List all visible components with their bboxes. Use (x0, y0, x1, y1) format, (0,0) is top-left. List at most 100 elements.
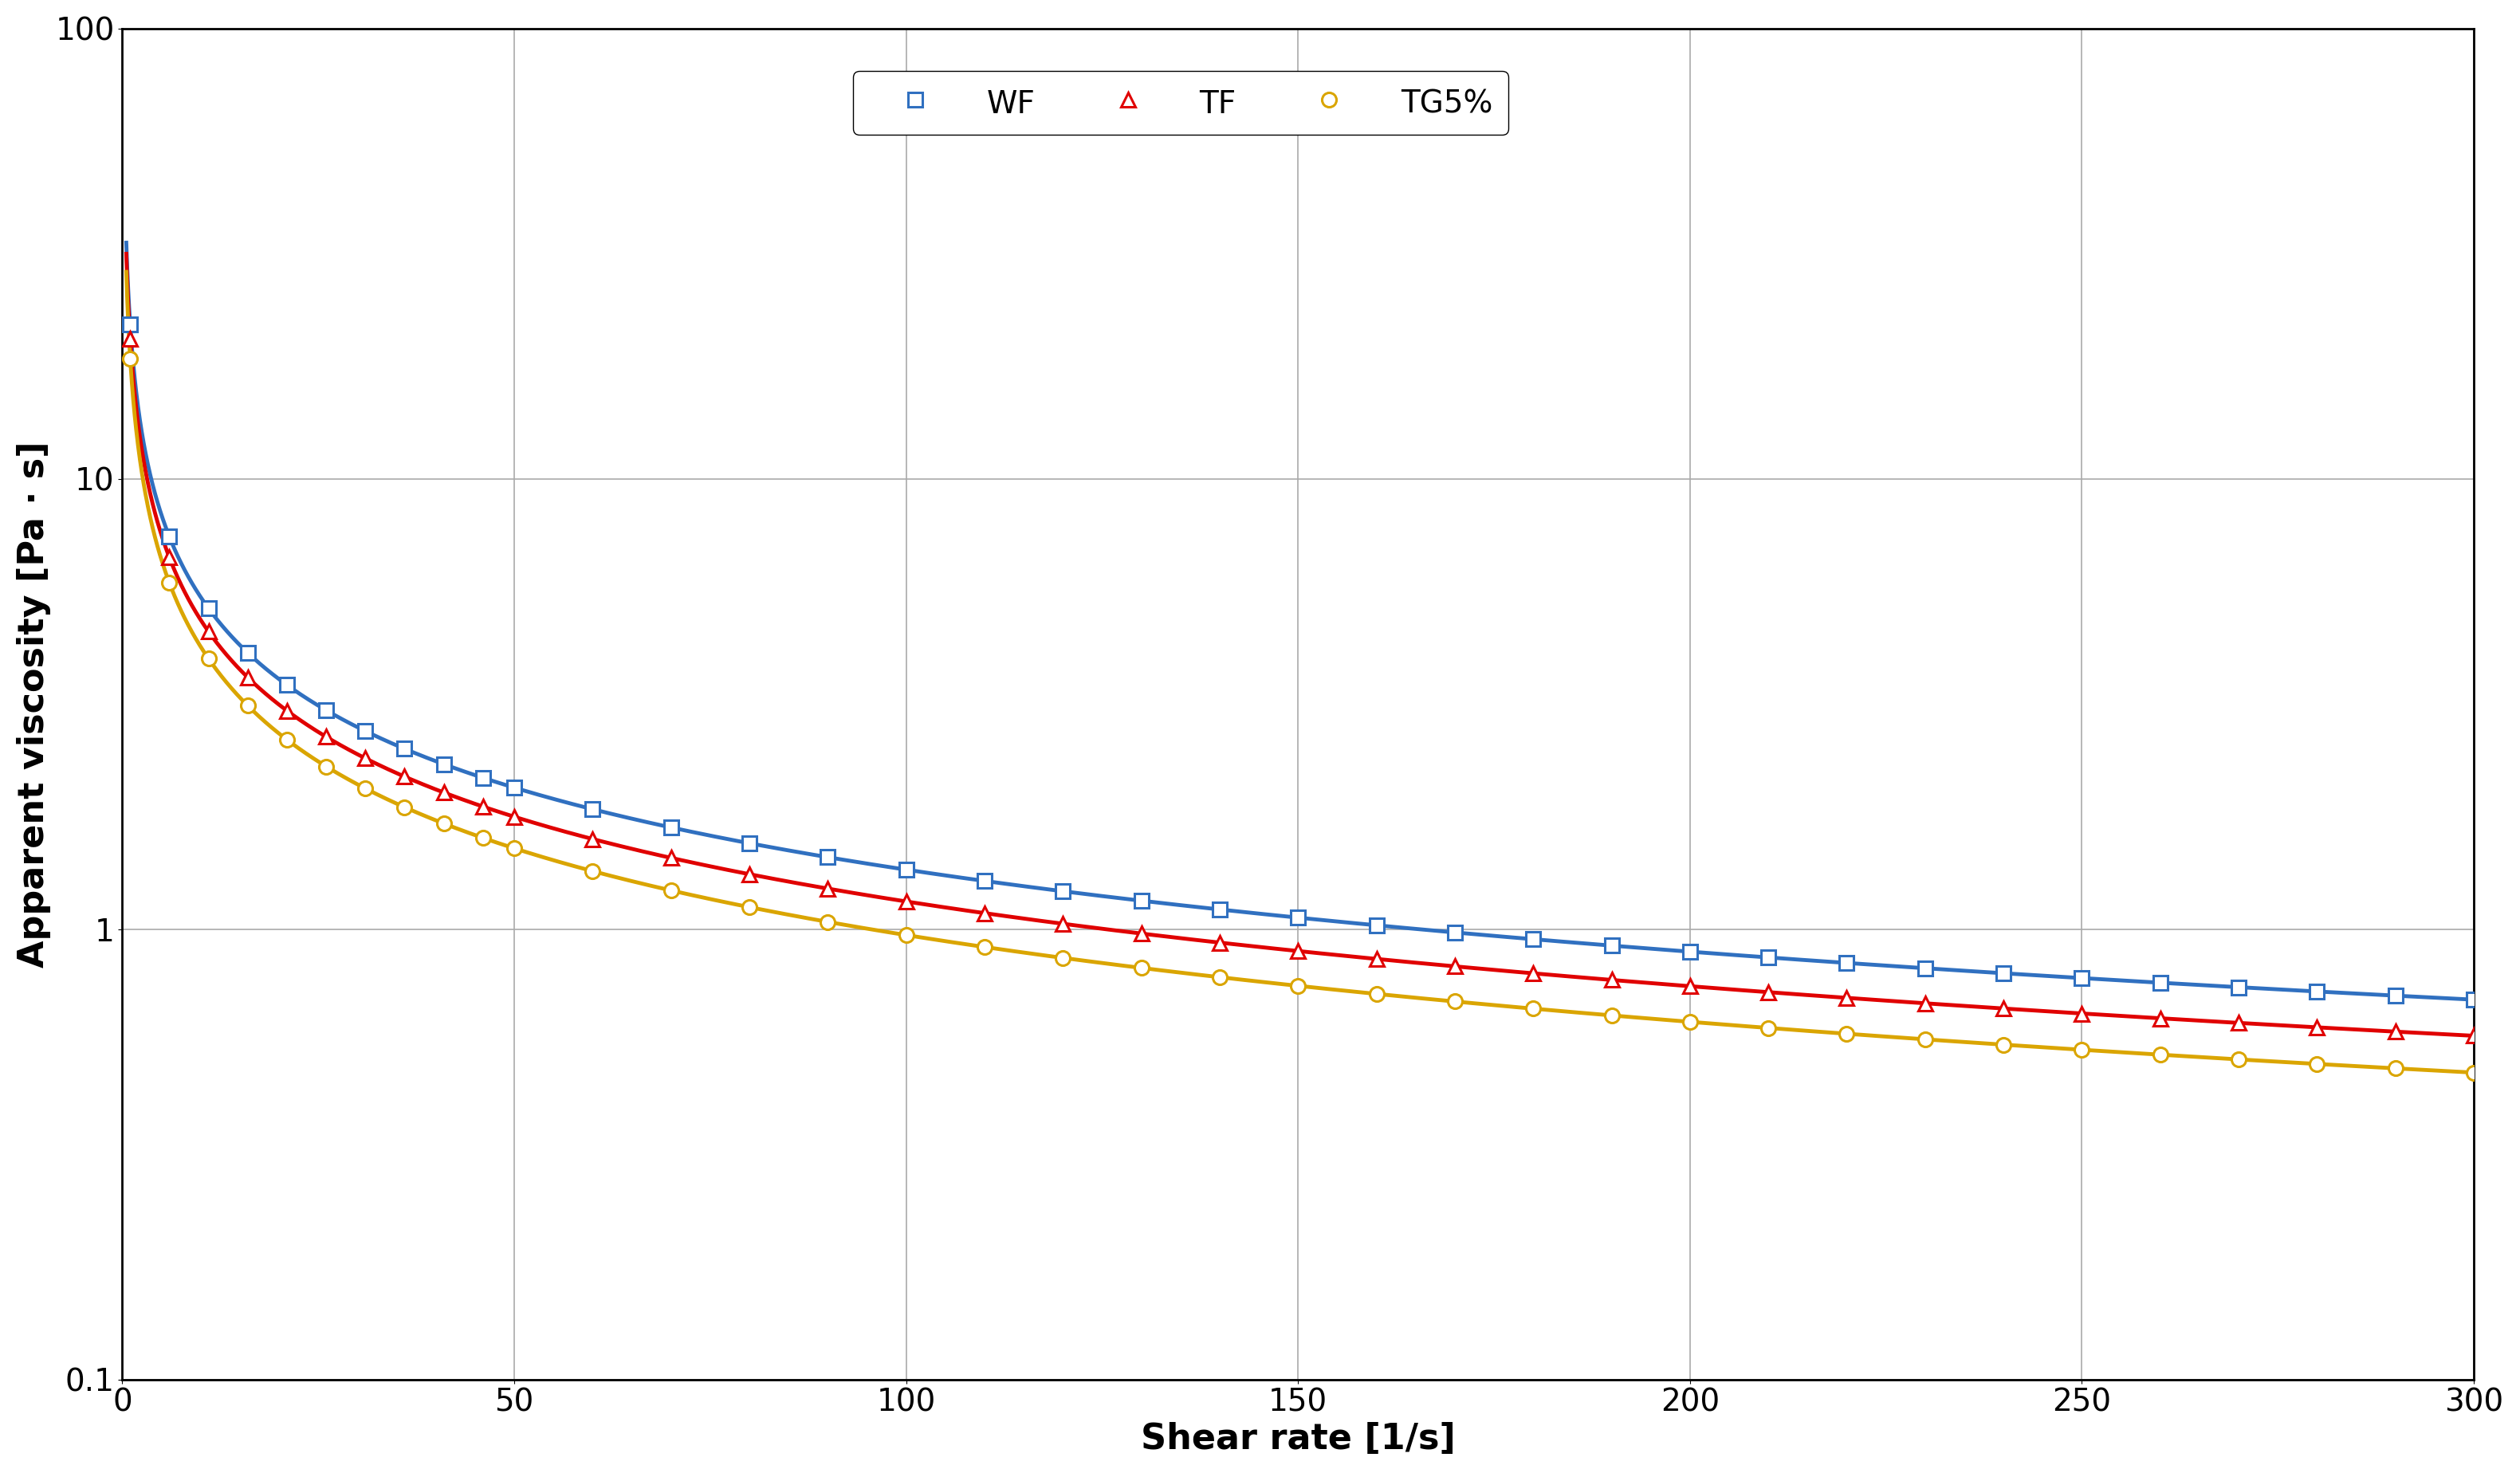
TG5% (892, 927, 922, 944)
TG5% (2066, 1041, 2097, 1059)
WF (428, 756, 459, 773)
WF (2223, 978, 2253, 996)
TG5% (1988, 1036, 2019, 1053)
TG5% (499, 840, 529, 857)
Legend: WF, TF, TG5%: WF, TF, TG5% (854, 71, 1507, 136)
TF (970, 904, 1000, 922)
TG5% (391, 798, 421, 816)
WF (2066, 969, 2097, 987)
TG5% (2145, 1046, 2175, 1064)
TF (2066, 1005, 2097, 1022)
Line: TF: TF (123, 331, 2482, 1043)
WF (499, 779, 529, 797)
TF (2381, 1022, 2412, 1040)
WF (272, 676, 302, 694)
WF (194, 600, 224, 617)
TF (1754, 984, 1784, 1002)
TF (811, 879, 842, 897)
TF (350, 750, 381, 767)
WF (1598, 937, 1628, 955)
TG5% (310, 757, 340, 775)
TG5% (577, 862, 607, 879)
WF (2381, 987, 2412, 1005)
TF (499, 807, 529, 825)
WF (1361, 916, 1391, 934)
WF (116, 315, 146, 333)
TG5% (1283, 977, 1313, 994)
WF (469, 769, 499, 787)
WF (811, 848, 842, 866)
TG5% (116, 349, 146, 367)
TG5% (1048, 949, 1079, 966)
WF (1676, 943, 1706, 960)
TF (2145, 1009, 2175, 1027)
Y-axis label: Apparent viscosity [Pa · s]: Apparent viscosity [Pa · s] (18, 440, 50, 968)
WF (1283, 909, 1313, 927)
TG5% (1910, 1031, 1940, 1049)
WF (350, 722, 381, 739)
TF (1439, 957, 1469, 975)
WF (1832, 955, 1862, 972)
WF (892, 860, 922, 878)
TF (232, 669, 262, 686)
TG5% (2381, 1059, 2412, 1077)
TG5% (733, 899, 764, 916)
TF (469, 798, 499, 816)
TF (577, 831, 607, 848)
TF (1832, 988, 1862, 1006)
WF (1517, 931, 1547, 949)
WF (2460, 991, 2490, 1009)
TG5% (2460, 1064, 2490, 1081)
WF (1205, 900, 1235, 918)
TG5% (350, 779, 381, 797)
WF (1988, 965, 2019, 982)
TG5% (1517, 1000, 1547, 1018)
TG5% (428, 815, 459, 832)
TF (1048, 915, 1079, 932)
WF (1910, 959, 1940, 977)
TF (1126, 925, 1157, 943)
WF (1048, 882, 1079, 900)
TF (194, 623, 224, 641)
TF (272, 701, 302, 719)
WF (577, 800, 607, 818)
WF (1439, 924, 1469, 941)
TG5% (194, 650, 224, 667)
TG5% (469, 829, 499, 847)
TF (1598, 971, 1628, 988)
WF (1126, 891, 1157, 909)
TF (1910, 994, 1940, 1012)
WF (232, 644, 262, 661)
TG5% (1126, 959, 1157, 977)
TF (1517, 965, 1547, 982)
WF (655, 819, 685, 837)
TF (1283, 943, 1313, 960)
WF (391, 739, 421, 757)
TF (733, 865, 764, 882)
TF (655, 848, 685, 866)
TF (391, 767, 421, 785)
TF (2460, 1027, 2490, 1044)
TG5% (1439, 993, 1469, 1010)
TG5% (811, 913, 842, 931)
TG5% (970, 938, 1000, 956)
TG5% (1205, 968, 1235, 985)
TG5% (2301, 1055, 2331, 1072)
TG5% (2223, 1050, 2253, 1068)
TG5% (1754, 1019, 1784, 1037)
TG5% (1676, 1013, 1706, 1031)
TF (1205, 934, 1235, 952)
WF (2301, 982, 2331, 1000)
WF (154, 527, 184, 545)
TF (1676, 978, 1706, 996)
TG5% (1361, 985, 1391, 1003)
WF (733, 834, 764, 851)
TF (1361, 950, 1391, 968)
TF (2223, 1013, 2253, 1031)
TG5% (272, 731, 302, 748)
TG5% (655, 881, 685, 899)
TG5% (154, 574, 184, 592)
TF (154, 549, 184, 567)
WF (310, 701, 340, 719)
TF (428, 784, 459, 801)
